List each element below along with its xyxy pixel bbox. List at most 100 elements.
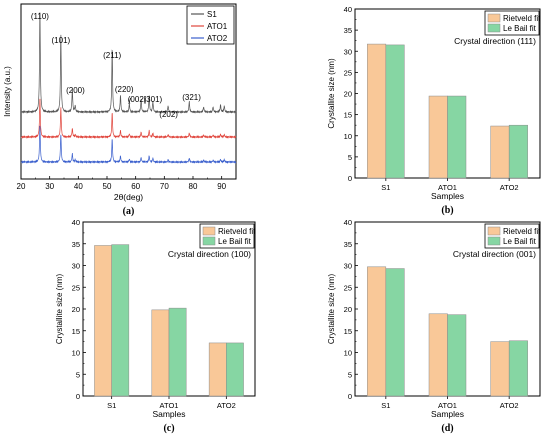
- y-tick-label: 20: [72, 305, 80, 314]
- legend-swatch: [487, 226, 501, 236]
- legend-swatch: [202, 236, 216, 246]
- series-line-ato1: [20, 98, 237, 140]
- plot-frame: [20, 3, 237, 180]
- legend-label: S1: [207, 10, 217, 19]
- y-tick-label: 25: [72, 283, 80, 292]
- y-tick-label: 15: [72, 327, 80, 336]
- bar-chart-111: 0 5 10 15 20 25 30 35 40 S1 ATO1 ATO2 Samples Crystal…: [327, 5, 541, 216]
- bar-lebail-ato2: [226, 342, 244, 397]
- y-tick-label: 10: [344, 132, 352, 141]
- panel-label: (a): [123, 206, 135, 217]
- y-tick-label: 25: [344, 283, 352, 292]
- x-tick-label: ATO1: [160, 401, 179, 410]
- y-axis-label: Crystallite size (nm): [327, 58, 336, 129]
- bar-chart-001: 0 5 10 15 20 25 30 35 40 S1 ATO1 ATO2 Samples Crystal…: [327, 218, 541, 434]
- bar-rietveld-ato1: [428, 95, 448, 179]
- bar-lebail-ato1: [447, 95, 467, 179]
- peak-label: (211): [103, 51, 121, 60]
- crystal-direction-annotation: Crystal direction (100): [168, 249, 251, 259]
- legend-swatch: [487, 23, 501, 33]
- peak-label: (200): [66, 86, 85, 95]
- y-tick-label: 30: [344, 47, 352, 56]
- legend-label: Le Bail fit: [218, 237, 252, 246]
- panel-label: (c): [163, 423, 174, 434]
- bar-rietveld-ato1: [428, 313, 448, 397]
- peak-label: (101): [52, 36, 71, 45]
- x-axis-label: Samples: [431, 191, 464, 201]
- y-tick-label: 35: [72, 240, 80, 249]
- bar-chart-100: 0 5 10 15 20 25 30 35 40 S1 ATO1 ATO2 Samples Crystal…: [55, 218, 256, 434]
- bar-lebail-s1: [385, 44, 405, 179]
- bar-rietveld-ato2: [490, 125, 510, 179]
- bar-lebail-s1: [385, 268, 405, 397]
- bar-lebail-s1: [111, 244, 130, 397]
- y-tick-label: 35: [344, 240, 352, 249]
- y-tick-label: 30: [72, 262, 80, 271]
- peak-pointer: [128, 97, 131, 105]
- y-tick-label: 40: [344, 5, 352, 14]
- y-tick-label: 0: [348, 174, 352, 183]
- y-axis-label: Crystallite size (nm): [327, 274, 336, 345]
- bar-rietveld-ato2: [208, 342, 227, 397]
- y-axis-label: Crystallite size (nm): [55, 274, 64, 345]
- x-tick-label: 70: [160, 182, 169, 191]
- crystal-direction-annotation: Crystal direction (001): [453, 249, 536, 259]
- x-tick-label: S1: [381, 183, 390, 192]
- y-tick-label: 15: [344, 111, 352, 120]
- bar-lebail-ato2: [508, 124, 528, 179]
- legend-label: ATO1: [207, 22, 228, 31]
- legend-label: Rietveld fit: [218, 227, 256, 236]
- x-tick-label: 90: [217, 182, 226, 191]
- panel-label: (b): [441, 205, 453, 216]
- x-tick-label: 40: [74, 182, 83, 191]
- xrd-pattern-chart: 20 30 40 50 60 70 80 90 2θ(deg) Intensity (a.u.) (…: [3, 3, 237, 217]
- y-tick-label: 40: [72, 218, 80, 227]
- x-tick-label: 50: [103, 182, 112, 191]
- bar-rietveld-s1: [367, 266, 387, 397]
- x-tick-label: S1: [381, 401, 390, 410]
- y-tick-label: 10: [344, 349, 352, 358]
- x-tick-label: ATO1: [438, 183, 457, 192]
- x-tick-label: ATO2: [500, 401, 519, 410]
- legend-swatch: [487, 236, 501, 246]
- y-tick-label: 15: [344, 327, 352, 336]
- legend-label: Rietveld fit: [503, 227, 541, 236]
- bar-lebail-ato1: [447, 314, 467, 397]
- crystal-direction-annotation: Crystal direction (111): [454, 36, 536, 46]
- y-tick-label: 30: [344, 262, 352, 271]
- x-tick-label: 30: [45, 182, 54, 191]
- peak-label: (202): [159, 110, 178, 119]
- legend-swatch: [487, 13, 501, 23]
- bar-lebail-ato2: [508, 340, 528, 397]
- y-tick-label: 35: [344, 26, 352, 35]
- x-tick-label: ATO1: [438, 401, 457, 410]
- bar-rietveld-ato2: [490, 341, 510, 397]
- bar-rietveld-s1: [94, 245, 112, 397]
- peak-label: (301): [144, 95, 163, 104]
- y-tick-label: 0: [348, 392, 352, 401]
- bar-rietveld-ato1: [151, 309, 170, 397]
- y-tick-label: 25: [344, 68, 352, 77]
- legend-swatch: [202, 226, 216, 236]
- y-tick-label: 0: [76, 392, 80, 401]
- y-tick-label: 10: [72, 349, 80, 358]
- series-line-s1: [20, 12, 237, 114]
- y-axis-label: Intensity (a.u.): [3, 66, 12, 117]
- series-line-ato2: [20, 125, 237, 164]
- bar-rietveld-s1: [367, 43, 387, 179]
- bar-lebail-ato1: [168, 307, 187, 397]
- panel-label: (d): [441, 423, 453, 434]
- x-tick-label: S1: [107, 401, 116, 410]
- y-tick-label: 5: [76, 370, 80, 379]
- y-tick-label: 20: [344, 305, 352, 314]
- y-tick-label: 5: [348, 153, 352, 162]
- x-tick-label: ATO2: [217, 401, 236, 410]
- x-axis-label: 2θ(deg): [114, 192, 143, 202]
- peak-label: (321): [182, 93, 201, 102]
- legend-label: ATO2: [207, 34, 228, 43]
- x-tick-label: ATO2: [500, 183, 519, 192]
- peak-label: (220): [115, 85, 134, 94]
- y-tick-label: 5: [348, 370, 352, 379]
- x-tick-label: 60: [131, 182, 140, 191]
